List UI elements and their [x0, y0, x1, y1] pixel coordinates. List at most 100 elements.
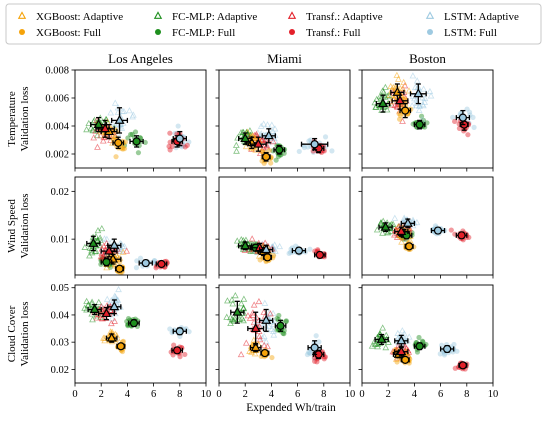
errorbar-xgboost-full [400, 355, 410, 364]
sample-transf-adaptive [94, 143, 101, 150]
mean-lstm-full [175, 327, 184, 336]
sample-fc-mlp-adaptive [379, 324, 387, 331]
sample-lstm-full [450, 114, 456, 120]
y-tick-label: 0.04 [51, 310, 70, 321]
legend-marker-transf-full [289, 29, 295, 35]
errorbar-lstm-adaptive [394, 334, 409, 347]
mean-fc-mlp-adaptive [232, 306, 243, 316]
sample-lstm-adaptive [268, 317, 276, 325]
mean-lstm-adaptive [261, 314, 272, 324]
sample-lstm-full [316, 339, 322, 345]
sample-lstm-adaptive [261, 299, 269, 306]
errorbar-xgboost-adaptive [104, 253, 122, 265]
sample-lstm-full [307, 351, 314, 357]
sample-fc-mlp-adaptive [371, 337, 379, 344]
sample-lstm-adaptive [260, 120, 268, 127]
sample-lstm-adaptive [271, 241, 279, 248]
sample-transf-adaptive [97, 132, 105, 139]
sample-transf-full [170, 352, 176, 358]
sample-lstm-adaptive [415, 106, 423, 113]
mean-xgboost-full [405, 242, 414, 251]
errorbar-xgboost-full [260, 348, 270, 358]
errorbar-fc-mlp-full [273, 144, 286, 155]
sample-fc-mlp-adaptive [382, 83, 389, 90]
sample-lstm-full [186, 329, 192, 335]
errorbar-lstm-adaptive [261, 128, 276, 144]
errorbar-xgboost-full [116, 342, 126, 351]
sample-lstm-adaptive [413, 101, 421, 109]
sample-transf-full [448, 227, 454, 233]
sample-transf-adaptive [242, 339, 250, 346]
sample-lstm-full [305, 349, 312, 356]
errorbar-lstm-adaptive [400, 217, 416, 229]
sample-transf-full [177, 354, 183, 360]
legend-marker-transf-adaptive [287, 11, 297, 19]
mean-lstm-adaptive [396, 335, 407, 345]
mean-xgboost-full [263, 253, 272, 262]
errorbar-fc-mlp-adaptive [237, 240, 253, 251]
sample-xgboost-full [110, 136, 116, 143]
errorbar-fc-mlp-full [100, 257, 113, 267]
mean-xgboost-full [114, 138, 123, 147]
sample-fc-mlp-full [125, 315, 132, 322]
legend-marker-fc-mlp-full [155, 29, 161, 35]
y-tick-label: 0.03 [51, 338, 69, 349]
sample-transf-adaptive [237, 350, 245, 358]
mean-transf-adaptive [253, 138, 264, 148]
sample-transf-full [167, 147, 173, 153]
sample-fc-mlp-adaptive [224, 297, 231, 304]
legend-label-transf-full: Transf.: Full [306, 27, 361, 39]
sample-xgboost-full [394, 359, 400, 365]
sample-xgboost-adaptive [400, 78, 408, 85]
mean-lstm-full [310, 140, 319, 149]
sample-lstm-adaptive [126, 107, 133, 114]
sample-xgboost-full [257, 257, 263, 263]
sample-lstm-full [329, 148, 335, 154]
sample-fc-mlp-full [280, 330, 286, 336]
sample-xgboost-full [259, 149, 265, 155]
sample-lstm-full [296, 148, 302, 155]
sample-xgboost-full [261, 160, 267, 166]
panel-los-angeles-row-2: 0.02 0.03 0.04 0.05 0 2 4 6 8 10 [51, 283, 212, 400]
errorbar-transf-adaptive [394, 346, 409, 357]
x-tick-label: 6 [151, 389, 156, 400]
x-tick-label: 10 [201, 389, 212, 400]
sample-lstm-adaptive [111, 99, 119, 106]
mean-fc-mlp-adaptive [240, 240, 251, 250]
sample-lstm-full [134, 258, 140, 264]
mean-transf-adaptive [101, 307, 112, 318]
sample-fc-mlp-adaptive [95, 298, 103, 305]
mean-fc-mlp-adaptive [380, 221, 391, 231]
sample-lstm-full [470, 114, 476, 120]
sample-transf-adaptive [269, 138, 277, 145]
row-label-1-line-0: Wind Speed [6, 199, 18, 253]
mean-transf-adaptive [104, 245, 115, 255]
legend-label-lstm-full: LSTM: Full [444, 27, 497, 39]
panel-boston-row-1 [358, 176, 494, 279]
sample-fc-mlp-full [125, 135, 131, 141]
errorbar-fc-mlp-adaptive [237, 132, 253, 145]
panel-boston-row-2: 0 2 4 6 8 10 [358, 284, 498, 400]
sample-transf-full [314, 359, 320, 365]
sample-fc-mlp-adaptive [240, 295, 248, 302]
mean-lstm-adaptive [109, 239, 120, 249]
errorbar-transf-full [313, 250, 326, 260]
sample-fc-mlp-adaptive [223, 313, 231, 320]
sample-fc-mlp-full [281, 150, 287, 156]
panel-frame [361, 284, 494, 384]
sample-fc-mlp-adaptive [231, 292, 239, 299]
sample-transf-adaptive [107, 136, 114, 143]
errorbar-xgboost-full [114, 264, 125, 273]
sample-fc-mlp-full [281, 331, 287, 337]
x-tick-label: 6 [295, 389, 300, 400]
sample-fc-mlp-adaptive [91, 248, 99, 255]
legend-label-lstm-adaptive: LSTM: Adaptive [444, 11, 519, 23]
sample-fc-mlp-adaptive [374, 343, 381, 350]
column-title-los-angeles: Los Angeles [108, 51, 173, 66]
sample-fc-mlp-full [414, 349, 421, 355]
errorbar-transf-adaptive [249, 136, 267, 152]
sample-xgboost-full [117, 259, 123, 265]
sample-transf-adaptive [266, 310, 274, 317]
sample-fc-mlp-adaptive [88, 300, 96, 307]
